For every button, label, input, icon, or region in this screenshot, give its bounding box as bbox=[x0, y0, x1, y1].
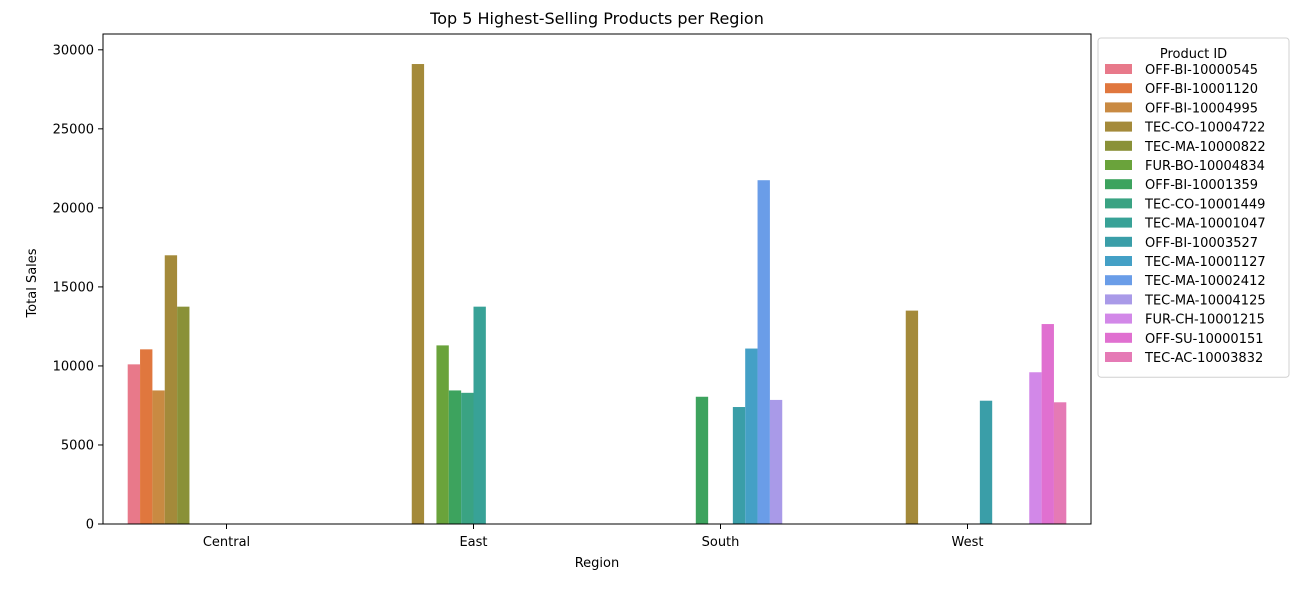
legend-entry: OFF-BI-10003527 bbox=[1145, 236, 1258, 251]
legend-entry: OFF-SU-10000151 bbox=[1145, 332, 1264, 347]
bar bbox=[1029, 372, 1042, 524]
y-tick-label: 25000 bbox=[53, 122, 94, 137]
y-tick-label: 5000 bbox=[61, 438, 94, 453]
bar bbox=[732, 407, 746, 524]
bar bbox=[905, 310, 919, 524]
bar bbox=[769, 399, 783, 524]
bar bbox=[164, 255, 178, 525]
legend-entry: FUR-BO-10004834 bbox=[1145, 159, 1265, 174]
legend-entry: OFF-BI-10001120 bbox=[1145, 82, 1258, 97]
legend-entry: FUR-CH-10001215 bbox=[1145, 313, 1265, 328]
bar bbox=[177, 306, 190, 524]
legend-entry: TEC-MA-10004125 bbox=[1144, 293, 1266, 308]
legend-entry: TEC-CO-10004722 bbox=[1144, 121, 1265, 136]
bar bbox=[127, 364, 141, 524]
legend-swatch bbox=[1105, 160, 1132, 170]
legend-entry: OFF-BI-10001359 bbox=[1145, 178, 1258, 193]
bar bbox=[745, 348, 758, 524]
legend-swatch bbox=[1105, 198, 1132, 209]
y-tick-label: 0 bbox=[86, 518, 94, 533]
y-axis-label: Total Sales bbox=[25, 248, 40, 318]
legend-swatch bbox=[1105, 275, 1132, 286]
plot-area: 0 5000 10000 15000 20000 25000 30000 Central Eas… bbox=[53, 33, 1092, 550]
legend-swatch bbox=[1105, 64, 1132, 74]
x-tick-label: Central bbox=[203, 535, 250, 550]
bar bbox=[461, 392, 474, 524]
bar bbox=[448, 390, 462, 524]
y-tick-label: 10000 bbox=[53, 359, 94, 374]
legend-title: Product ID bbox=[1160, 47, 1227, 62]
legend-swatch bbox=[1105, 256, 1132, 266]
legend-box bbox=[1097, 37, 1290, 378]
y-tick-label: 20000 bbox=[53, 201, 94, 216]
legend-swatch bbox=[1105, 179, 1132, 190]
y-tick-label: 15000 bbox=[53, 280, 94, 295]
legend-swatch bbox=[1105, 121, 1132, 132]
legend-swatch bbox=[1105, 217, 1132, 228]
y-tick-label: 30000 bbox=[53, 43, 94, 58]
legend-entry: TEC-MA-10000822 bbox=[1144, 140, 1266, 155]
bar bbox=[695, 396, 709, 524]
legend-entry: TEC-MA-10002412 bbox=[1144, 274, 1266, 289]
legend-swatch bbox=[1105, 313, 1132, 324]
legend-swatch bbox=[1105, 102, 1132, 113]
x-tick-label: South bbox=[702, 535, 740, 550]
bar bbox=[979, 400, 993, 524]
x-tick-label: West bbox=[952, 535, 984, 550]
legend-entry: TEC-AC-10003832 bbox=[1144, 351, 1263, 366]
bar bbox=[473, 306, 486, 524]
plot-frame bbox=[102, 33, 1092, 525]
legend-swatch bbox=[1105, 294, 1132, 305]
legend-swatch bbox=[1105, 352, 1132, 362]
bar bbox=[152, 390, 165, 524]
bar bbox=[436, 345, 449, 524]
legend-swatch bbox=[1105, 236, 1132, 247]
legend-entry: TEC-CO-10001449 bbox=[1144, 197, 1265, 212]
bar bbox=[1053, 402, 1067, 524]
legend-swatch bbox=[1105, 332, 1132, 343]
legend-swatch bbox=[1105, 140, 1132, 151]
legend-entry: TEC-MA-10001047 bbox=[1144, 217, 1266, 232]
chart-title: Top 5 Highest-Selling Products per Regio… bbox=[429, 9, 764, 28]
legend-entry: OFF-BI-10004995 bbox=[1145, 101, 1258, 116]
bar bbox=[757, 180, 770, 524]
x-axis-label: Region bbox=[575, 556, 620, 571]
x-tick-label: East bbox=[459, 535, 487, 550]
legend-entry: OFF-BI-10000545 bbox=[1145, 63, 1258, 78]
bar bbox=[1041, 324, 1054, 524]
legend-entry: TEC-MA-10001127 bbox=[1144, 255, 1266, 270]
bar bbox=[140, 349, 153, 524]
legend-swatch bbox=[1105, 83, 1132, 94]
bar bbox=[411, 64, 425, 524]
